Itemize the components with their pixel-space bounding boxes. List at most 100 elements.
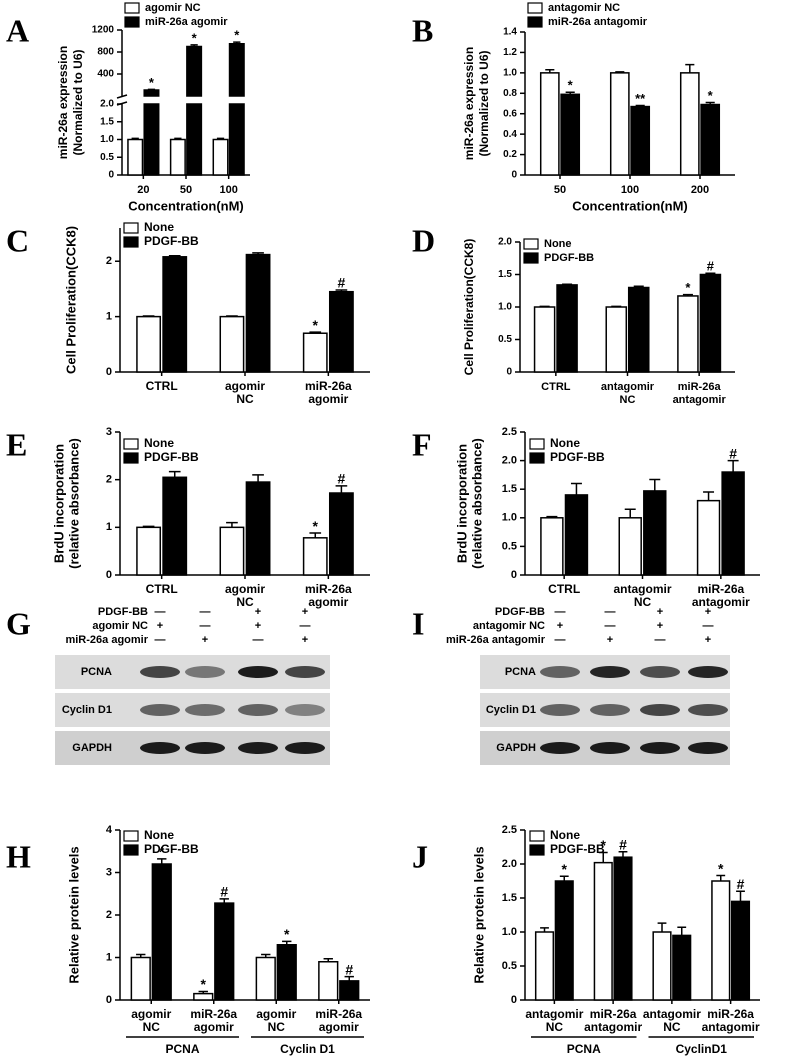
x-tick-label: miR-26a bbox=[305, 379, 352, 393]
bar bbox=[605, 306, 628, 373]
condition-sign: + bbox=[202, 634, 208, 646]
panel-letter: F bbox=[412, 426, 432, 462]
condition-sign: — bbox=[605, 606, 616, 618]
condition-sign: + bbox=[705, 606, 711, 618]
error-bar bbox=[624, 508, 636, 518]
error-bar bbox=[570, 482, 582, 495]
bar bbox=[539, 72, 560, 176]
blot-band bbox=[238, 704, 278, 716]
y-tick-label: 0 bbox=[106, 569, 112, 581]
x-tick-label: NC bbox=[143, 1020, 161, 1034]
y-tick-label: 1.5 bbox=[498, 269, 512, 280]
condition-sign: — bbox=[300, 620, 311, 632]
y-tick-label: 2.5 bbox=[502, 824, 517, 836]
bar bbox=[245, 253, 271, 373]
error-bar bbox=[682, 293, 693, 296]
x-tick-label: miR-26a bbox=[678, 381, 722, 393]
legend-swatch bbox=[124, 2, 140, 14]
y-tick-label: 1200 bbox=[92, 25, 115, 36]
bar bbox=[162, 476, 188, 576]
significance-mark: * bbox=[313, 317, 319, 333]
bar bbox=[255, 956, 276, 1001]
bar bbox=[328, 492, 354, 576]
x-tick-label: CTRL bbox=[548, 582, 580, 596]
y-axis-label: (Normalized to U6) bbox=[477, 50, 491, 156]
y-axis-label: (relative absorbance) bbox=[66, 438, 81, 569]
legend-swatch bbox=[523, 252, 539, 264]
error-bar bbox=[716, 874, 726, 881]
legend-swatch bbox=[123, 452, 139, 464]
x-tick-label: 100 bbox=[621, 184, 639, 196]
bar bbox=[711, 880, 731, 1001]
condition-sign: — bbox=[200, 620, 211, 632]
y-axis-label: miR-26a expression bbox=[462, 47, 476, 160]
x-tick-label: agomir bbox=[319, 1020, 359, 1034]
y-tick-label: 0 bbox=[511, 994, 517, 1006]
blot-band bbox=[590, 742, 630, 754]
legend-swatch bbox=[527, 2, 543, 14]
bar bbox=[302, 332, 328, 373]
error-bar bbox=[147, 88, 156, 91]
group-label: CyclinD1 bbox=[676, 1042, 728, 1056]
x-tick-label: CTRL bbox=[541, 381, 571, 393]
error-bar bbox=[216, 137, 225, 140]
blot-band bbox=[140, 666, 180, 678]
error-bar bbox=[226, 521, 238, 528]
condition-sign: — bbox=[555, 606, 566, 618]
condition-sign: + bbox=[302, 634, 308, 646]
bar bbox=[276, 944, 297, 1001]
x-tick-label: 200 bbox=[691, 184, 709, 196]
error-bar bbox=[559, 875, 569, 881]
x-tick-label: NC bbox=[663, 1020, 681, 1034]
condition-sign: + bbox=[607, 634, 613, 646]
x-tick-label: NC bbox=[236, 595, 254, 609]
y-axis-label: (Normalized to U6) bbox=[71, 49, 85, 155]
legend-swatch bbox=[124, 16, 140, 28]
legend-label: miR-26a agomir bbox=[145, 16, 228, 28]
y-tick-label: 1.0 bbox=[502, 926, 517, 938]
blot-band bbox=[285, 704, 325, 716]
bar bbox=[730, 900, 751, 1001]
y-tick-label: 0 bbox=[506, 367, 512, 378]
bar bbox=[609, 72, 630, 176]
error-bar bbox=[633, 285, 644, 288]
y-tick-label: 1.0 bbox=[100, 134, 114, 145]
bar bbox=[699, 273, 722, 373]
x-tick-label: miR-26a bbox=[590, 1007, 637, 1021]
bar bbox=[613, 856, 633, 1001]
blot-band bbox=[540, 666, 580, 678]
significance-mark: # bbox=[737, 876, 745, 892]
blot-band bbox=[540, 704, 580, 716]
bar bbox=[212, 138, 229, 176]
significance-mark: * bbox=[601, 837, 607, 853]
panel-letter: A bbox=[6, 12, 29, 48]
x-axis-label: Concentration(nM) bbox=[572, 198, 688, 213]
band-label: GAPDH bbox=[496, 742, 536, 754]
x-tick-label: 50 bbox=[180, 184, 192, 196]
y-tick-label: 1.0 bbox=[498, 302, 512, 313]
blot-band bbox=[185, 666, 225, 678]
significance-mark: * bbox=[313, 518, 319, 534]
error-bar bbox=[309, 331, 322, 334]
x-tick-label: 50 bbox=[554, 184, 566, 196]
panel-letter: G bbox=[6, 605, 31, 641]
error-bar bbox=[252, 252, 264, 255]
x-tick-label: antagomir bbox=[601, 381, 655, 393]
error-bar bbox=[198, 990, 208, 994]
error-bar bbox=[611, 305, 622, 308]
condition-sign: — bbox=[605, 620, 616, 632]
x-axis-label: Concentration(nM) bbox=[128, 198, 244, 213]
significance-mark: * bbox=[562, 861, 568, 877]
group-label: Cyclin D1 bbox=[280, 1042, 335, 1056]
error-bar bbox=[705, 272, 716, 275]
bar bbox=[186, 45, 203, 176]
bar bbox=[533, 306, 556, 373]
condition-label: antagomir NC bbox=[473, 620, 545, 632]
bar bbox=[700, 103, 721, 176]
condition-sign: + bbox=[705, 634, 711, 646]
y-tick-label: 2.5 bbox=[502, 426, 517, 438]
error-bar bbox=[618, 851, 628, 858]
bar bbox=[136, 315, 162, 373]
condition-sign: — bbox=[253, 634, 264, 646]
y-tick-label: 400 bbox=[97, 69, 114, 80]
